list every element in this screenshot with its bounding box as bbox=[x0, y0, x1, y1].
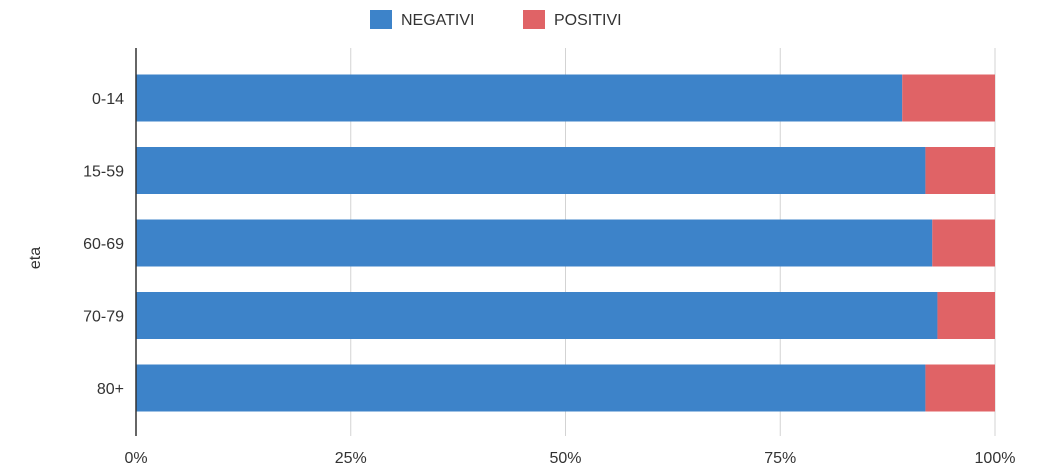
legend-item-positivi: POSITIVI bbox=[523, 10, 622, 29]
x-tick-label: 0% bbox=[124, 450, 147, 467]
x-tick-label: 75% bbox=[764, 450, 796, 467]
bar-positivi-80+ bbox=[925, 364, 995, 412]
bar-negativi-0-14 bbox=[136, 74, 903, 122]
bar-negativi-60-69 bbox=[136, 219, 933, 267]
bar-negativi-15-59 bbox=[136, 147, 926, 194]
bar-positivi-70-79 bbox=[937, 292, 995, 339]
y-tick-label: 70-79 bbox=[83, 309, 124, 326]
bars bbox=[136, 74, 995, 412]
y-axis-title: eta bbox=[27, 247, 44, 269]
bar-positivi-0-14 bbox=[902, 74, 995, 122]
legend-label: POSITIVI bbox=[554, 12, 622, 29]
x-tick-label: 50% bbox=[549, 450, 581, 467]
x-tick-label: 25% bbox=[335, 450, 367, 467]
y-tick-label: 15-59 bbox=[83, 164, 124, 181]
y-tick-label: 60-69 bbox=[83, 236, 124, 253]
bar-negativi-70-79 bbox=[136, 292, 938, 339]
bar-negativi-80+ bbox=[136, 364, 926, 412]
bar-positivi-15-59 bbox=[925, 147, 995, 194]
legend-swatch bbox=[370, 10, 392, 29]
bar-positivi-60-69 bbox=[932, 219, 995, 267]
y-tick-label: 80+ bbox=[97, 381, 124, 398]
x-tick-label: 100% bbox=[975, 450, 1016, 467]
y-axis-ticks: 0-14 15-59 60-69 70-79 80+ bbox=[83, 91, 124, 398]
y-tick-label: 0-14 bbox=[92, 91, 124, 108]
legend-label: NEGATIVI bbox=[401, 12, 475, 29]
legend-swatch bbox=[523, 10, 545, 29]
legend: NEGATIVI POSITIVI bbox=[370, 10, 622, 29]
legend-item-negativi: NEGATIVI bbox=[370, 10, 475, 29]
x-axis-ticks: 0% 25% 50% 75% 100% bbox=[124, 450, 1015, 467]
